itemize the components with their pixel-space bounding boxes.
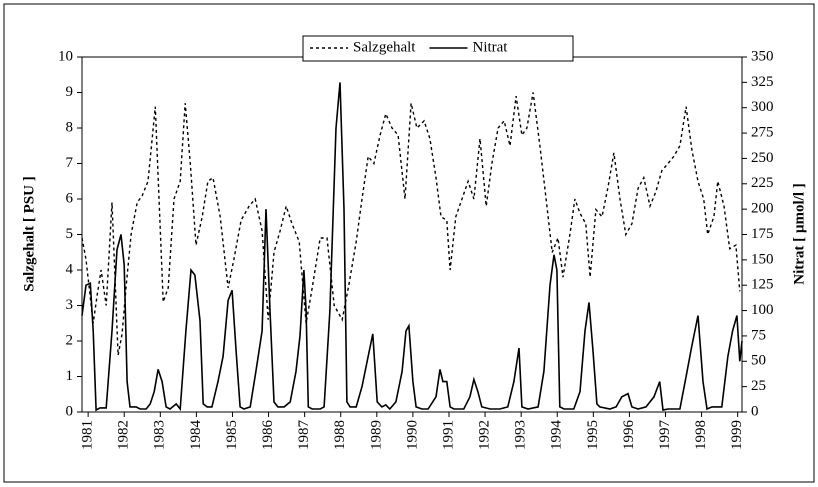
x-tick-label: 1998 [693,420,709,450]
y2-tick-label: 225 [751,175,774,191]
y-tick-label: 4 [66,261,74,277]
y-tick-label: 10 [58,48,73,64]
x-tick-label: 1999 [729,420,745,450]
legend: Salzgehalt Nitrat [302,35,574,62]
y-tick-label: 2 [66,332,74,348]
y2-tick-label: 125 [751,277,774,293]
x-tick-label: 1996 [621,420,637,451]
x-tick-label: 1984 [188,420,204,451]
y2-tick-label: 100 [751,302,774,318]
x-tick-label: 1993 [513,420,529,450]
x-tick-label: 1981 [80,420,96,450]
y2-tick-label: 50 [751,353,766,369]
series-line [81,92,741,356]
chart-border [3,3,815,483]
series-line [81,82,743,412]
y2-tick-label: 250 [751,150,774,166]
y2-tick-label: 75 [751,327,766,343]
x-tick-label: 1989 [368,420,384,450]
y-axis-label: Salzgehalt [ PSU ] [21,176,37,291]
y2-tick-label: 25 [751,378,766,394]
y-tick-label: 5 [66,226,74,242]
x-tick-label: 1994 [549,420,565,451]
y2-tick-label: 0 [751,403,759,419]
x-tick-label: 1988 [332,420,348,450]
y-tick-label: 6 [66,190,74,206]
y2-tick-label: 325 [751,74,774,90]
x-tick-label: 1982 [116,420,132,450]
x-tick-label: 1987 [296,420,312,451]
y-tick-label: 8 [66,119,74,135]
y-tick-label: 3 [66,297,74,313]
y-tick-label: 7 [66,155,74,171]
x-tick-label: 1992 [477,420,493,450]
legend-label: Nitrat [472,39,508,55]
x-tick-label: 1997 [657,420,673,451]
x-tick-label: 1991 [440,420,456,450]
y2-tick-label: 350 [751,48,774,64]
x-tick-label: 1985 [224,420,240,450]
legend-label: Salzgehalt [353,39,416,55]
x-tick-label: 1995 [585,420,601,450]
y2-tick-label: 175 [751,226,774,242]
y2-tick-label: 275 [751,125,774,141]
y2-tick-label: 300 [751,99,774,115]
y2-tick-label: 150 [751,251,774,267]
y-tick-label: 9 [66,84,74,100]
x-tick-label: 1990 [404,420,420,450]
y-tick-label: 1 [66,368,74,384]
x-tick-label: 1983 [152,420,168,450]
x-tick-label: 1986 [260,420,276,451]
y2-axis-label: Nitrat [ µmol/l ] [791,183,807,285]
y2-tick-label: 200 [751,201,774,217]
y-tick-label: 0 [66,403,74,419]
